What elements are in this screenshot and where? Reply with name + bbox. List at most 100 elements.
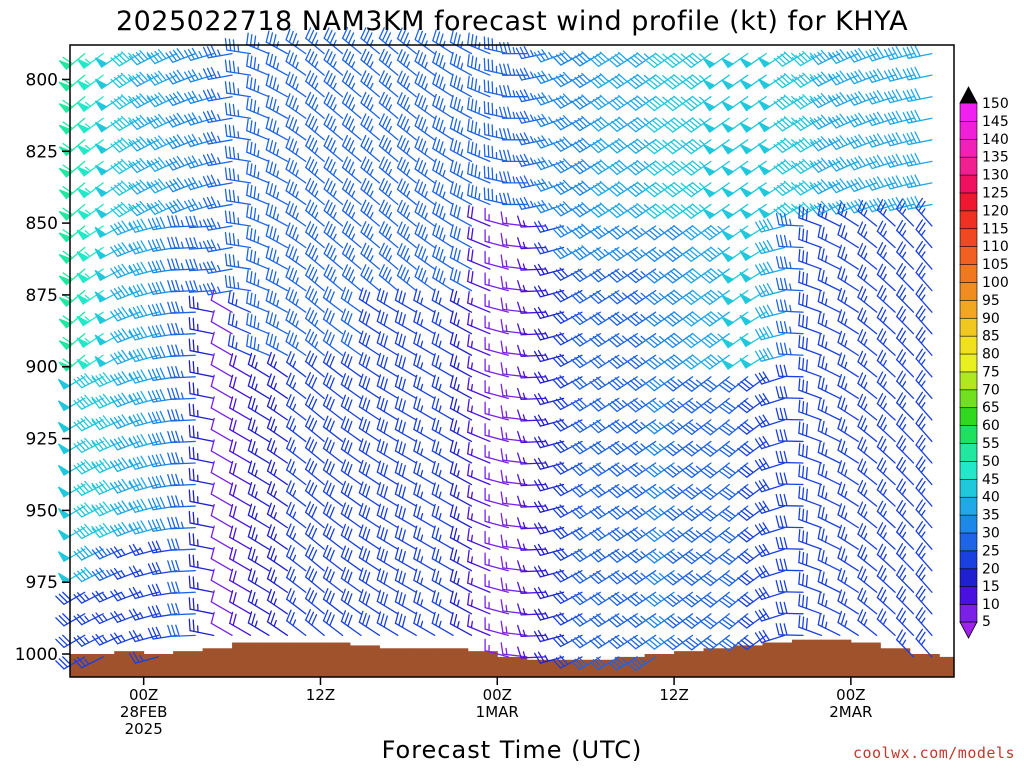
wind-barb (210, 439, 233, 464)
barb-feather (611, 336, 622, 346)
wind-barb (128, 608, 160, 621)
wind-barb (188, 403, 215, 421)
barb-feather (224, 81, 228, 94)
barb-feather (626, 188, 637, 197)
barb-feather (651, 162, 662, 172)
wind-barb (227, 333, 252, 356)
barb-feather (289, 353, 295, 366)
barb-feather (62, 336, 74, 345)
barb-feather (577, 333, 588, 343)
barb-feather (626, 425, 637, 434)
barb-feather (432, 50, 437, 63)
barb-half-feather (139, 590, 144, 598)
barb-feather (394, 611, 400, 624)
barb-feather (500, 232, 504, 246)
barb-feather (470, 77, 474, 90)
barb-feather (537, 479, 545, 491)
barb-feather (533, 181, 542, 192)
barb-feather (175, 322, 180, 336)
barb-feather (648, 121, 659, 131)
barb-feather (358, 395, 364, 408)
wind-barb (110, 500, 141, 516)
barb-feather (308, 51, 315, 63)
wind-barb (246, 118, 270, 141)
barb-feather (644, 167, 656, 176)
barb-feather (132, 242, 140, 254)
barb-feather (73, 637, 83, 647)
barb-feather (626, 58, 637, 68)
barb-feather (626, 339, 637, 348)
wind-barb (467, 571, 491, 593)
barb-feather (157, 156, 167, 167)
barb-feather (629, 121, 640, 131)
wind-barb (224, 102, 252, 119)
barb-feather (503, 149, 508, 162)
barb-feather (187, 113, 196, 125)
barb-feather (150, 95, 160, 106)
barb-feather (147, 584, 154, 597)
barb-feather (132, 522, 140, 534)
barb-feather (577, 268, 588, 278)
barb-feather (384, 75, 391, 88)
barb-feather (58, 658, 69, 668)
barb-feather (110, 396, 119, 408)
barb-feather (326, 137, 333, 150)
barb-flag (58, 60, 73, 70)
wind-barb (449, 116, 473, 141)
wind-barb (94, 117, 123, 133)
barb-feather (189, 280, 195, 293)
barb-half-feather (456, 448, 460, 456)
barb-half-feather (460, 105, 464, 114)
barb-feather (329, 442, 335, 454)
barb-feather (453, 549, 458, 562)
barb-feather (383, 593, 388, 607)
wind-barb (265, 288, 288, 313)
barb-feather (438, 141, 444, 154)
barb-feather (611, 228, 622, 238)
barb-half-feather (198, 180, 203, 187)
barb-feather (629, 444, 640, 454)
barb-feather (154, 158, 163, 169)
barb-flag (94, 208, 108, 219)
barb-staff (210, 428, 233, 443)
barb-half-feather (128, 287, 134, 295)
barb-feather (340, 545, 347, 558)
barb-half-feather (456, 534, 460, 543)
barb-feather (210, 568, 215, 581)
barb-half-feather (369, 190, 374, 198)
barb-feather (570, 509, 581, 520)
barb-feather (607, 575, 618, 585)
barb-feather (403, 269, 409, 282)
wind-barb (73, 437, 104, 453)
wind-barb (449, 482, 473, 507)
wind-barb (341, 91, 362, 119)
barb-half-feather (128, 138, 134, 145)
barb-feather (253, 294, 257, 307)
barb-feather (435, 441, 440, 454)
barb-half-feather (420, 513, 424, 521)
surface-bar (850, 642, 881, 677)
wind-barb (341, 27, 362, 55)
barb-feather (128, 652, 136, 664)
barb-feather (272, 77, 277, 90)
barb-feather (629, 466, 640, 475)
barb-feather (326, 331, 332, 344)
barb-feather (399, 266, 406, 279)
barb-feather (574, 550, 584, 561)
barb-feather (629, 56, 640, 66)
barb-feather (311, 377, 318, 389)
barb-feather (633, 140, 644, 150)
wind-barb (246, 204, 270, 227)
barb-feather (533, 350, 542, 363)
barb-feather (515, 69, 523, 81)
wind-barb (467, 441, 491, 464)
barb-feather (77, 419, 86, 430)
barb-feather (500, 599, 504, 612)
barb-feather (113, 524, 122, 536)
barb-feather (305, 522, 312, 535)
barb-feather (117, 480, 126, 491)
barb-feather (559, 203, 569, 213)
barb-half-feather (128, 503, 134, 510)
barb-feather (517, 366, 522, 379)
